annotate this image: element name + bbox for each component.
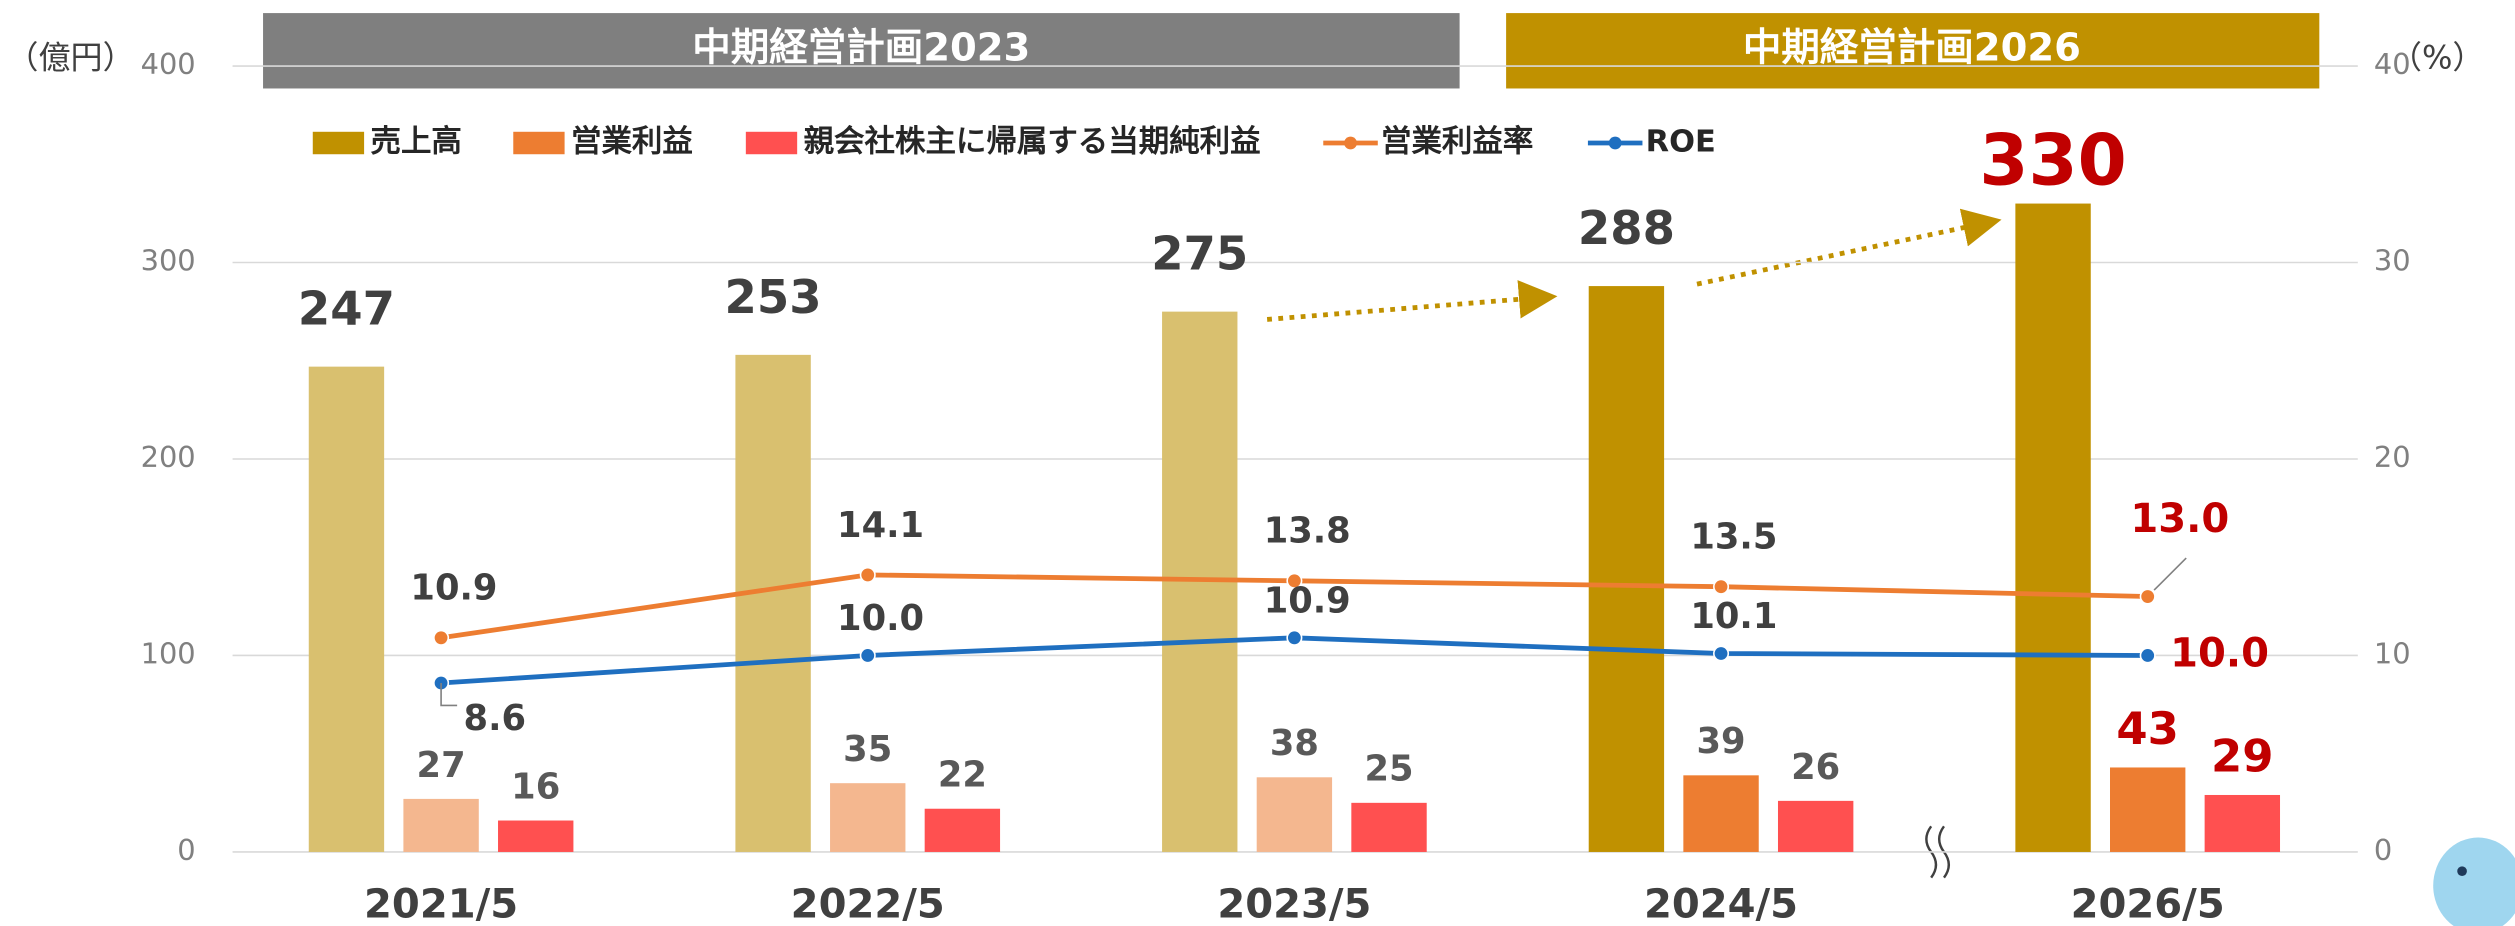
- y-axis-unit: （億円）: [6, 39, 134, 77]
- data-label: 10.1: [1690, 596, 1777, 637]
- bar: [1351, 803, 1426, 852]
- data-label: 10.9: [1264, 581, 1351, 622]
- data-label: 10.0: [837, 598, 924, 639]
- data-label: 25: [1364, 749, 1413, 790]
- y2-tick-label: 20: [2374, 440, 2411, 474]
- data-label: 16: [511, 766, 560, 807]
- y2-tick-label: 0: [2374, 833, 2392, 867]
- data-label: 13.5: [1690, 517, 1777, 558]
- period-label: 中期経営計画2026: [1743, 25, 2081, 70]
- bar: [830, 783, 905, 852]
- y-tick-label: 400: [141, 47, 196, 81]
- data-label: 26: [1791, 747, 1840, 788]
- trend-arrow: [1267, 297, 1548, 319]
- x-tick-label: 2021/5: [364, 881, 518, 926]
- y-tick-label: 100: [141, 636, 196, 670]
- trend-arrow: [1697, 222, 1992, 285]
- bar: [498, 821, 573, 852]
- marker: [1714, 579, 1728, 593]
- data-label: 22: [938, 755, 987, 796]
- legend-label: 親会社株主に帰属する当期純利益: [804, 124, 1261, 160]
- legend-label: 営業利益率: [1381, 125, 1533, 160]
- data-label: 10.9: [410, 568, 497, 609]
- data-label: 39: [1697, 721, 1746, 762]
- data-label: 13.8: [1264, 511, 1351, 552]
- bar: [1589, 286, 1664, 852]
- legend-label: 売上高: [371, 125, 462, 160]
- legend-swatch: [313, 132, 364, 154]
- bar: [1778, 801, 1853, 852]
- data-label: 253: [725, 270, 822, 324]
- marker: [861, 648, 875, 662]
- y-tick-label: 200: [141, 440, 196, 474]
- bar: [2110, 767, 2185, 851]
- data-label: 330: [1979, 119, 2126, 202]
- leader-line: [2154, 558, 2186, 590]
- legend-swatch: [1344, 137, 1357, 150]
- marker: [2140, 648, 2154, 662]
- marker: [434, 631, 448, 645]
- data-label: 14.1: [837, 505, 924, 546]
- data-label: 275: [1151, 227, 1248, 281]
- legend-swatch: [746, 132, 797, 154]
- bar: [735, 355, 810, 852]
- marker: [1714, 646, 1728, 660]
- y2-tick-label: 40: [2374, 47, 2411, 81]
- bar: [1257, 777, 1332, 852]
- data-label: 38: [1270, 723, 1319, 764]
- x-tick-label: 2024/5: [1644, 881, 1798, 926]
- data-label: 35: [843, 729, 892, 770]
- bar: [309, 367, 384, 852]
- legend-label: ROE: [1646, 125, 1716, 160]
- data-label: 10.0: [2170, 630, 2269, 676]
- data-label: 247: [298, 282, 395, 336]
- x-tick-label: 2022/5: [791, 881, 945, 926]
- period-label: 中期経営計画2023: [692, 25, 1030, 70]
- x-tick-label: 2026/5: [2071, 881, 2225, 926]
- marker: [1287, 631, 1301, 645]
- legend-label: 営業利益: [571, 125, 693, 160]
- data-label: 13.0: [2130, 496, 2229, 542]
- data-label: 27: [417, 745, 466, 786]
- legend-swatch: [1609, 137, 1622, 150]
- bar: [2205, 795, 2280, 852]
- data-label: 8.6: [464, 698, 526, 739]
- data-label: 288: [1578, 201, 1675, 255]
- legend-swatch: [513, 132, 564, 154]
- bar: [1683, 775, 1758, 852]
- marker: [2140, 589, 2154, 603]
- marker: [861, 568, 875, 582]
- y2-tick-label: 10: [2374, 636, 2411, 670]
- y-tick-label: 0: [177, 833, 195, 867]
- chart: 中期経営計画2023 中期経営計画2026 （億円） （%） 010020030…: [0, 0, 2515, 926]
- y2-tick-label: 30: [2374, 244, 2411, 278]
- bar: [403, 799, 478, 852]
- mascot-icon: [2433, 838, 2515, 926]
- bar: [925, 809, 1000, 852]
- data-label: 29: [2211, 730, 2274, 783]
- data-label: 43: [2116, 702, 2179, 755]
- x-tick-label: 2023/5: [1217, 881, 1371, 926]
- bar: [2015, 204, 2090, 852]
- y-tick-label: 300: [141, 244, 196, 278]
